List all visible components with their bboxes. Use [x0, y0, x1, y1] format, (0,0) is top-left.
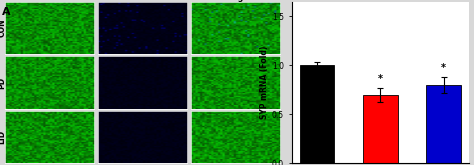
Text: A: A: [2, 7, 11, 16]
Bar: [363, 95, 398, 163]
Y-axis label: CON: CON: [0, 19, 7, 37]
Y-axis label: SYP mRNA (Fold): SYP mRNA (Fold): [260, 46, 269, 119]
Y-axis label: PD: PD: [0, 76, 7, 89]
Bar: [300, 65, 335, 163]
Title: DAPI: DAPI: [132, 0, 153, 1]
Y-axis label: LID: LID: [0, 130, 7, 144]
Title: Merge: Merge: [222, 0, 249, 1]
Text: *: *: [441, 63, 446, 73]
Bar: [426, 85, 461, 163]
Text: *: *: [378, 74, 383, 84]
Title: SYP: SYP: [41, 0, 58, 1]
